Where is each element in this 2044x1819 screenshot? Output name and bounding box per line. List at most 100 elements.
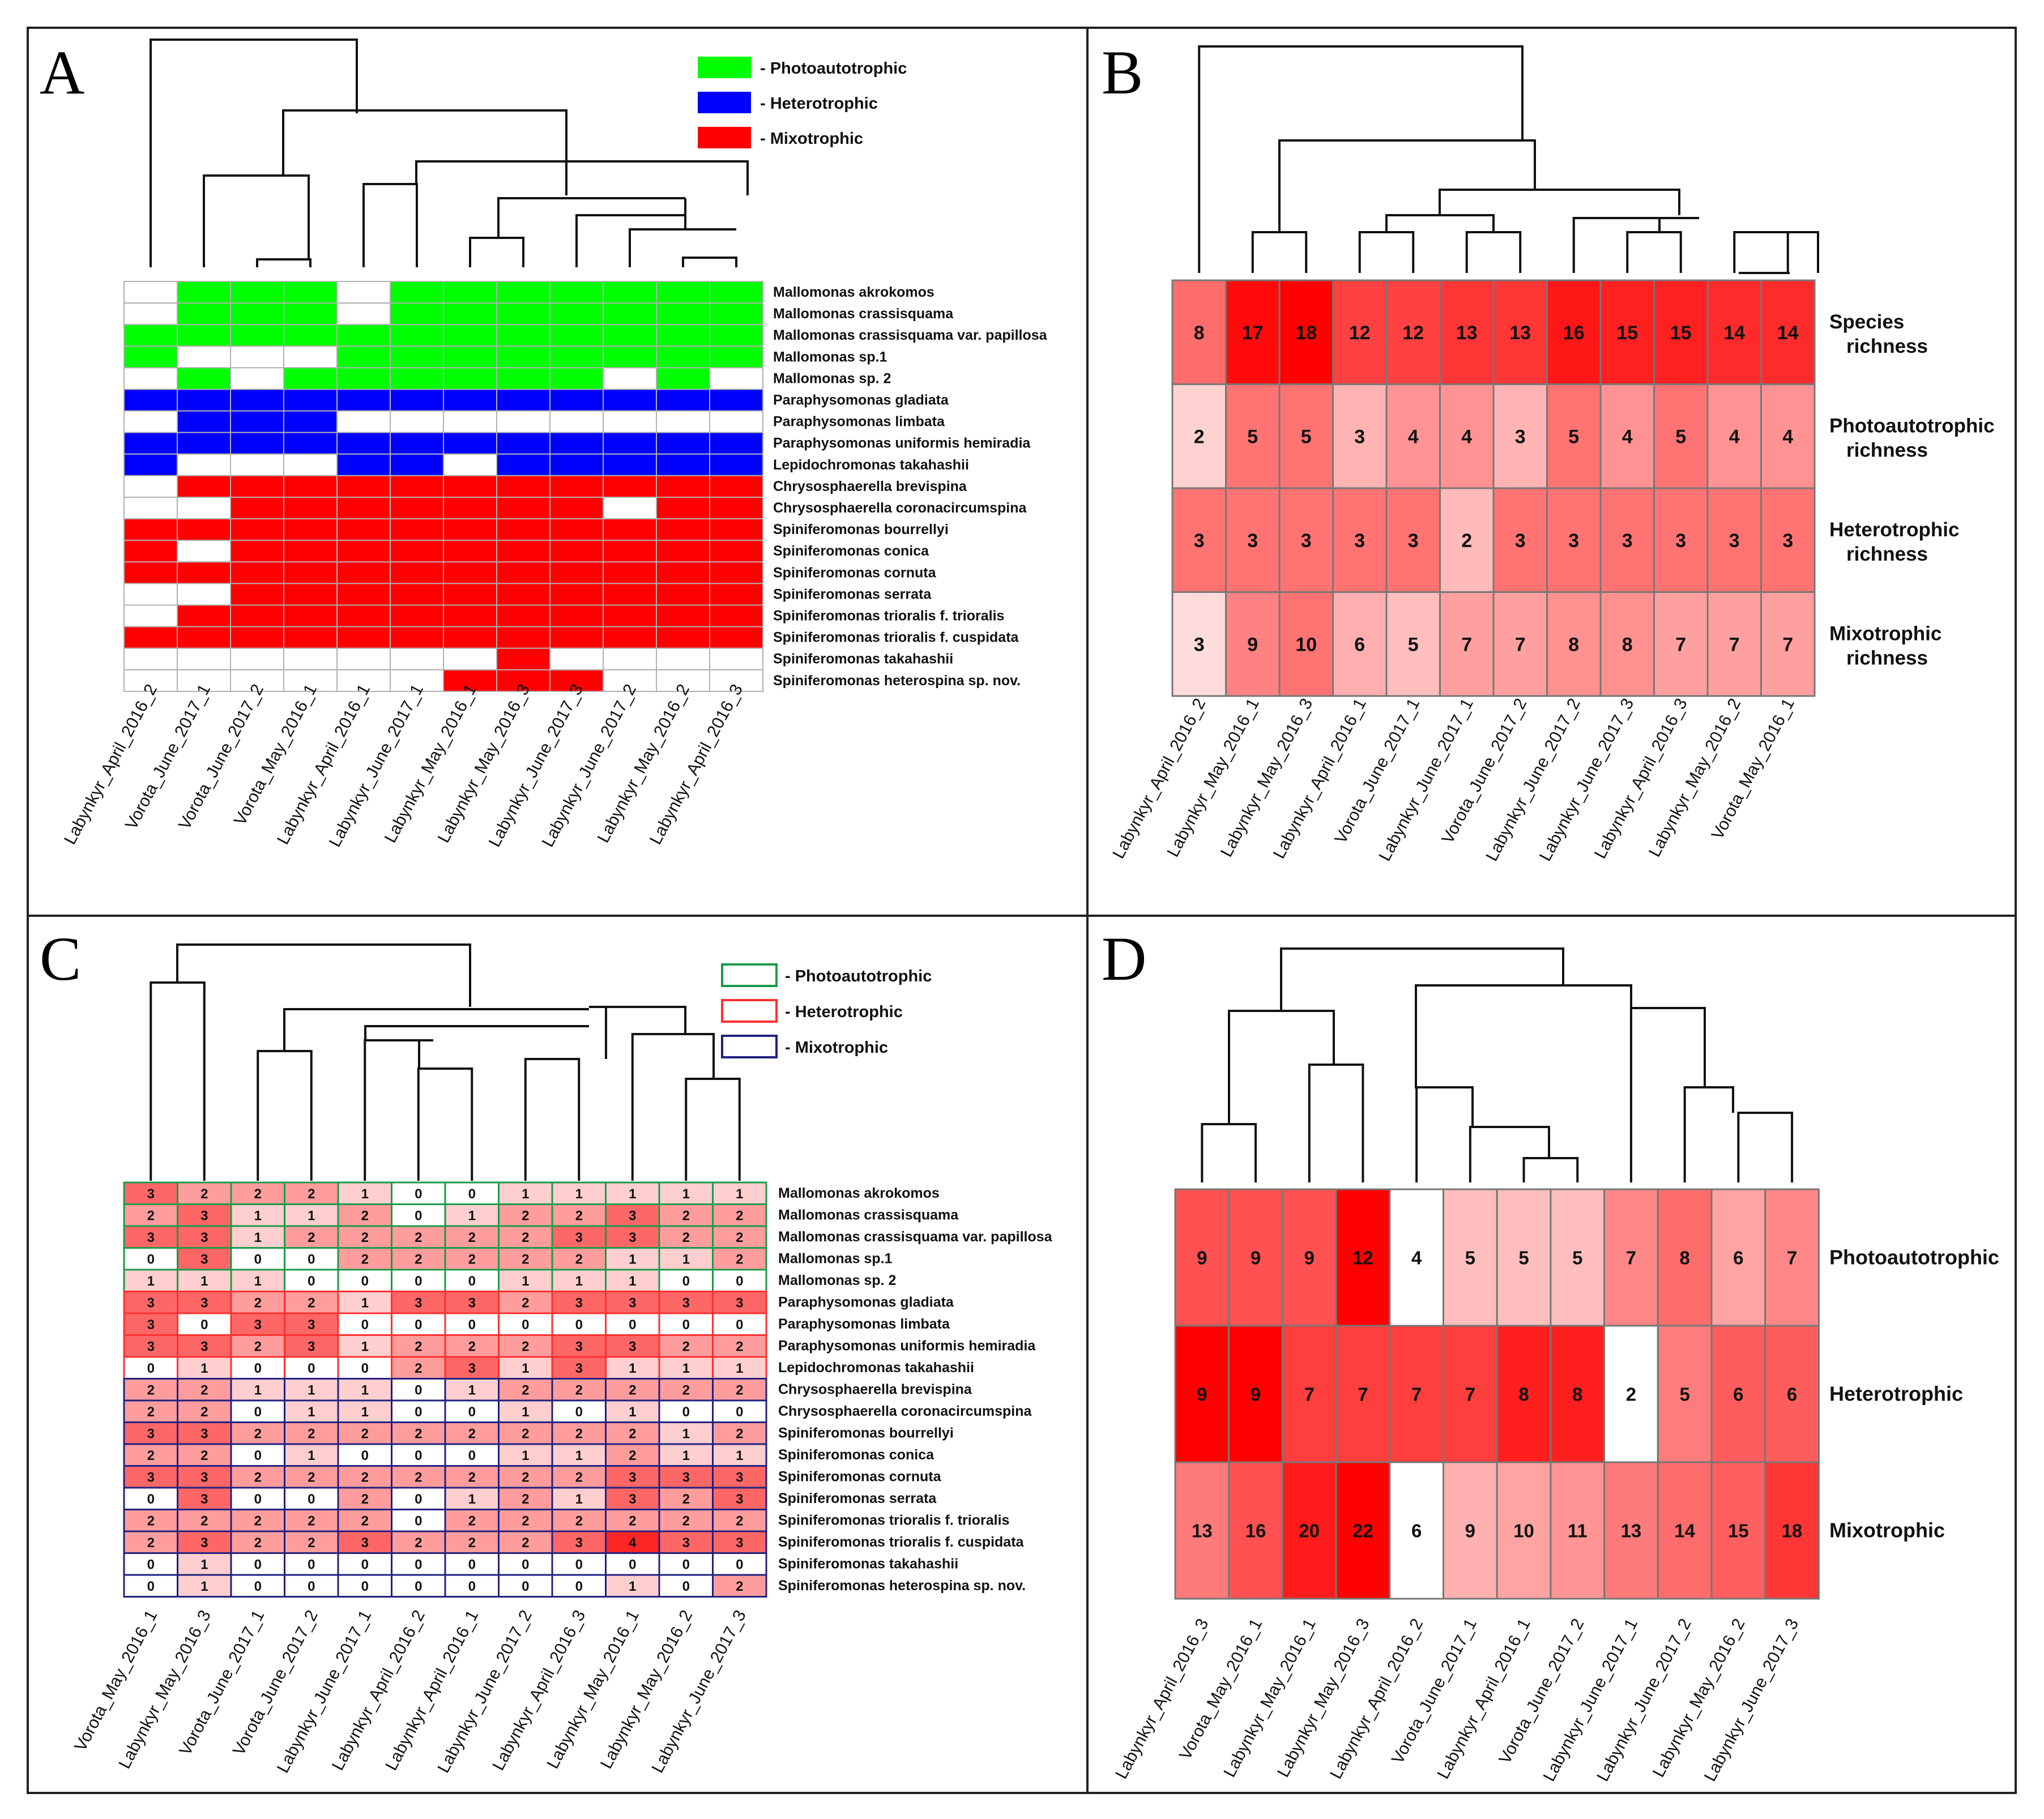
abundance-value: 1 [254,1383,262,1398]
presence-cell [123,626,178,649]
row-label-d: Heterotrophic [1829,1382,1963,1406]
abundance-value: 1 [361,1186,369,1202]
presence-cell [230,302,284,326]
dendrogram-branch [1358,231,1415,273]
abundance-value: 1 [308,1209,315,1224]
richness-cell [1278,279,1334,385]
dendrogram-branch [469,237,524,267]
presence-cell [123,583,178,606]
presence-cell [123,432,178,455]
richness-value: 3 [1354,426,1365,447]
presence-cell [230,626,284,649]
species-label-a: Chrysosphaerella brevispina [773,479,967,494]
richness-cell [1385,279,1441,385]
dendrogram-branch [150,981,206,1181]
presence-cell [709,669,763,692]
abundance-cell [712,1291,767,1314]
richness-cell [1760,279,1816,385]
dendrogram-branch [682,257,737,267]
outer-frame [27,27,2017,1794]
richness-value: 3 [1675,530,1686,552]
abundance-value: 0 [200,1317,208,1333]
abundance-value: 1 [361,1296,369,1311]
abundance-value: 0 [682,1404,690,1420]
abundance-value: 1 [522,1448,529,1463]
abundance-value: 2 [629,1448,636,1463]
richness-value: 15 [1670,322,1692,344]
abundance-value: 2 [736,1427,743,1442]
presence-cell [549,410,604,433]
presence-cell [177,561,231,584]
abundance-value: 2 [736,1339,743,1355]
trophic-cell [1603,1188,1659,1327]
abundance-value: 2 [147,1448,155,1463]
presence-cell [336,432,391,455]
presence-cell [549,324,604,347]
abundance-value: 3 [200,1427,208,1442]
abundance-value: 3 [200,1535,208,1551]
species-label-c: Spiniferomonas takahashii [778,1556,958,1572]
abundance-cell [605,1574,660,1598]
abundance-value: 0 [254,1404,262,1420]
trophic-cell [1764,1461,1820,1600]
abundance-cell [712,1487,767,1510]
trophic-value: 7 [1465,1384,1475,1405]
abundance-value: 3 [200,1339,208,1355]
presence-cell [283,453,338,476]
abundance-cell [391,1443,446,1467]
species-label-c: Mallomonas akrokomos [778,1185,940,1201]
abundance-cell [498,1530,553,1554]
abundance-value: 0 [468,1579,476,1594]
abundance-cell [551,1552,607,1576]
abundance-value: 3 [147,1230,155,1245]
abundance-value: 2 [682,1230,690,1245]
abundance-value: 0 [575,1579,583,1594]
abundance-value: 1 [522,1404,529,1420]
richness-value: 7 [1729,634,1740,655]
abundance-value: 2 [468,1470,476,1485]
presence-cell [496,626,551,649]
abundance-value: 1 [682,1448,690,1463]
abundance-value: 2 [361,1492,369,1507]
abundance-cell [712,1509,767,1532]
species-label-c: Spiniferomonas trioralis f. cuspidata [778,1534,1025,1550]
presence-cell [123,410,178,433]
richness-value: 12 [1349,322,1371,344]
dendrogram-branch [1278,139,1536,232]
presence-cell [123,497,178,520]
abundance-cell [230,1574,285,1598]
richness-cell [1706,591,1762,697]
dendrogram-branch [150,39,358,267]
presence-cell [709,345,763,369]
abundance-cell [284,1399,339,1423]
legend-swatch-c [721,1035,778,1058]
presence-cell [603,475,657,498]
abundance-cell [444,1399,500,1423]
trophic-value: 16 [1245,1521,1266,1542]
abundance-value: 2 [736,1383,743,1398]
abundance-value: 2 [147,1209,155,1224]
species-label-a: Spiniferomonas serrata [773,586,932,602]
presence-cell [230,432,284,455]
presence-cell [709,540,763,563]
presence-cell [709,626,763,649]
presence-cell [443,604,497,627]
richness-value: 14 [1723,322,1745,344]
presence-cell [443,561,497,584]
abundance-cell [498,1378,553,1402]
abundance-value: 2 [415,1230,422,1245]
abundance-value: 2 [629,1514,636,1529]
presence-cell [443,367,497,390]
presence-cell [549,302,604,326]
richness-value: 5 [1247,426,1258,447]
abundance-value: 1 [308,1404,315,1420]
presence-cell [496,583,551,606]
panel-label-c: C [40,924,81,993]
species-label-a: Paraphysomonas gladiata [773,392,949,408]
sample-label-c: Labynkyr_April_2016_3 [489,1607,589,1774]
dendrogram-branch [1385,214,1495,232]
abundance-value: 1 [575,1448,583,1463]
richness-value: 3 [1354,530,1365,552]
abundance-value: 2 [629,1383,636,1398]
